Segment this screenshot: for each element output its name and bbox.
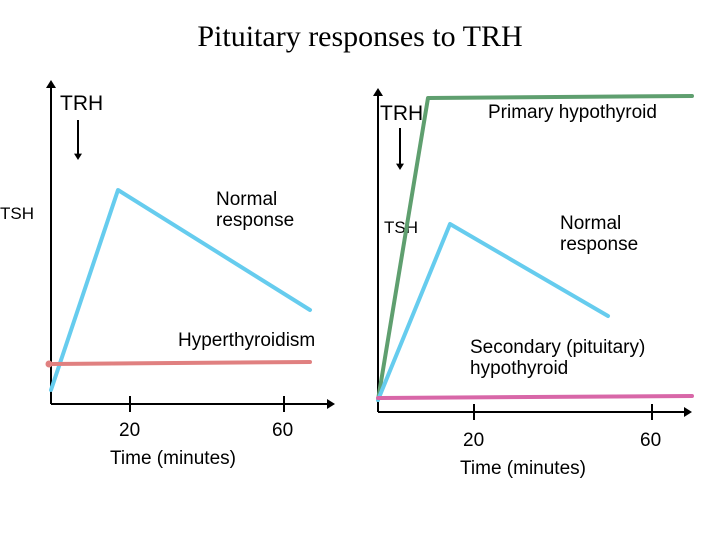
plot-svg [0,0,720,540]
